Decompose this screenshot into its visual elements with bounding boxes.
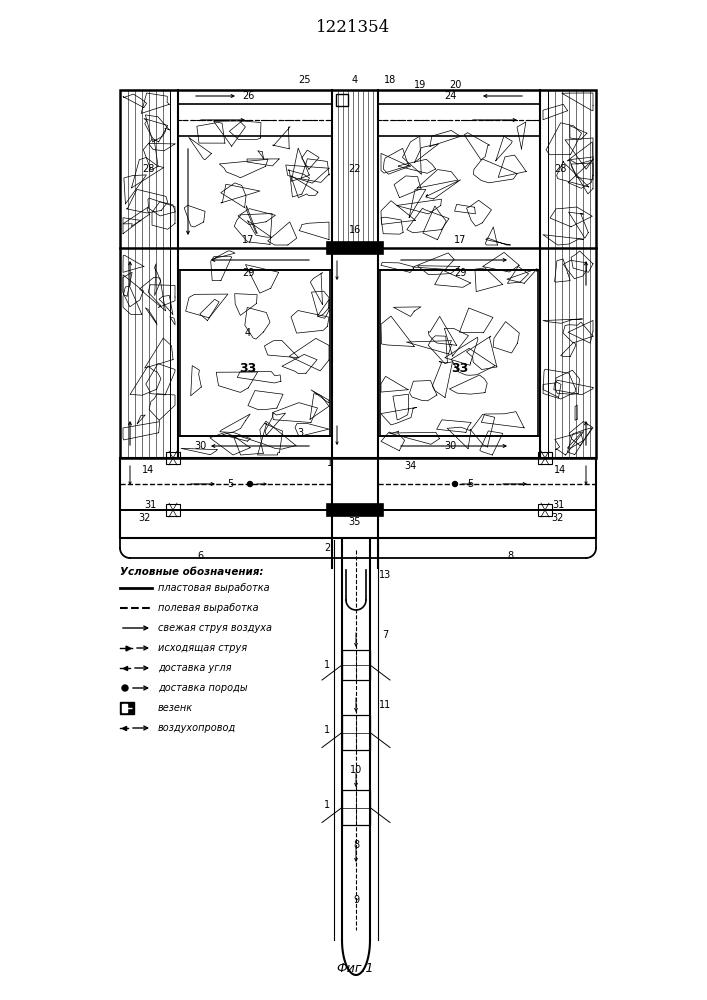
Text: 1: 1 xyxy=(324,725,330,735)
Bar xyxy=(180,270,330,436)
Bar xyxy=(538,504,552,516)
Bar xyxy=(120,90,596,458)
Bar xyxy=(538,452,552,464)
Bar xyxy=(122,704,127,712)
Text: 7: 7 xyxy=(382,630,388,640)
Text: 8: 8 xyxy=(507,551,513,561)
Text: 17: 17 xyxy=(242,235,255,245)
Bar xyxy=(120,458,596,538)
Text: 14: 14 xyxy=(554,465,566,475)
Bar xyxy=(342,650,370,680)
Bar xyxy=(336,94,348,106)
Bar xyxy=(327,504,383,516)
Text: 25: 25 xyxy=(299,75,311,85)
Text: 6: 6 xyxy=(197,551,203,561)
Bar xyxy=(327,242,383,254)
Text: 32: 32 xyxy=(551,513,564,523)
Text: 24: 24 xyxy=(444,91,456,101)
Text: доставка породы: доставка породы xyxy=(158,683,247,693)
Text: 22: 22 xyxy=(349,164,361,174)
Text: 5: 5 xyxy=(467,479,473,489)
Text: воздухопровод: воздухопровод xyxy=(158,723,236,733)
Text: исходящая струя: исходящая струя xyxy=(158,643,247,653)
Text: свежая струя воздуха: свежая струя воздуха xyxy=(158,623,272,633)
Text: 33: 33 xyxy=(240,361,257,374)
Text: 29: 29 xyxy=(454,268,466,278)
Bar xyxy=(342,790,370,825)
Text: пластовая выработка: пластовая выработка xyxy=(158,583,269,593)
Bar xyxy=(120,702,134,714)
Text: 30: 30 xyxy=(444,441,456,451)
Text: 1: 1 xyxy=(324,660,330,670)
Bar xyxy=(166,452,180,464)
Text: 18: 18 xyxy=(384,75,396,85)
Text: 3: 3 xyxy=(297,428,303,438)
Circle shape xyxy=(122,685,128,691)
Text: полевая выработка: полевая выработка xyxy=(158,603,259,613)
Text: Фиг.1: Фиг.1 xyxy=(337,962,374,974)
Text: 1: 1 xyxy=(327,458,333,468)
Text: 29: 29 xyxy=(242,268,255,278)
Bar xyxy=(342,715,370,750)
Text: 20: 20 xyxy=(449,80,461,90)
Bar xyxy=(380,270,538,436)
Text: 17: 17 xyxy=(454,235,466,245)
Text: 5: 5 xyxy=(227,479,233,489)
Text: 16: 16 xyxy=(349,225,361,235)
Text: 35: 35 xyxy=(349,517,361,527)
Text: везенк: везенк xyxy=(158,703,193,713)
Text: 34: 34 xyxy=(404,461,416,471)
Text: 1: 1 xyxy=(324,800,330,810)
Text: 4: 4 xyxy=(352,75,358,85)
Text: 8: 8 xyxy=(353,840,359,850)
Text: 32: 32 xyxy=(139,513,151,523)
Circle shape xyxy=(247,482,252,487)
Circle shape xyxy=(452,482,457,487)
Text: 2: 2 xyxy=(324,543,330,553)
Text: доставка угля: доставка угля xyxy=(158,663,231,673)
Text: 4: 4 xyxy=(245,328,251,338)
Text: 30: 30 xyxy=(194,441,206,451)
Text: 13: 13 xyxy=(379,570,391,580)
Text: 28: 28 xyxy=(554,164,566,174)
Text: 9: 9 xyxy=(353,895,359,905)
Text: 19: 19 xyxy=(414,80,426,90)
Text: 14: 14 xyxy=(142,465,154,475)
Bar xyxy=(166,504,180,516)
Text: 31: 31 xyxy=(144,500,156,510)
Text: 11: 11 xyxy=(379,700,391,710)
Text: 10: 10 xyxy=(350,765,362,775)
Text: 26: 26 xyxy=(242,91,255,101)
Text: Условные обозначения:: Условные обозначения: xyxy=(120,567,264,577)
Text: 31: 31 xyxy=(552,500,564,510)
Text: 28: 28 xyxy=(142,164,154,174)
Text: 1221354: 1221354 xyxy=(316,19,390,36)
Text: 33: 33 xyxy=(451,361,469,374)
